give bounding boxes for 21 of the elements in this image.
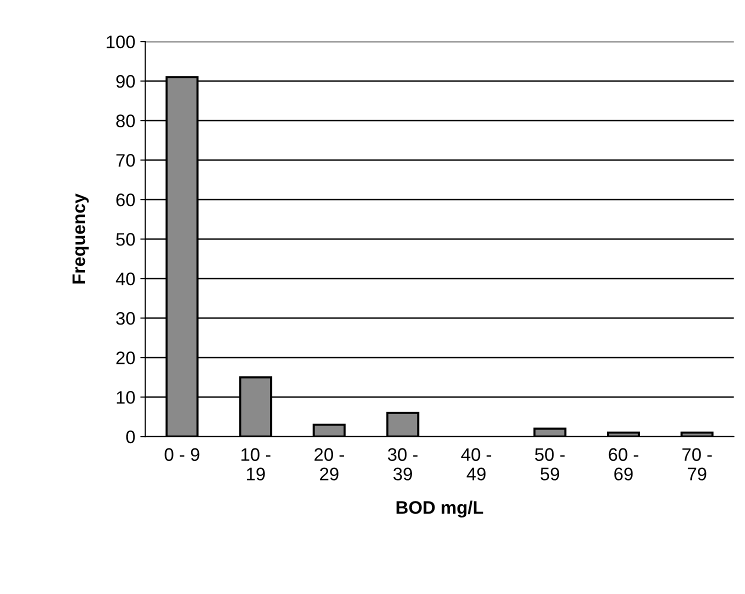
y-tick-label: 60 — [116, 194, 135, 206]
x-tick-label: 70 - 79 — [682, 448, 712, 480]
x-tick-label: 50 - 59 — [535, 448, 565, 480]
y-tick-label: 30 — [116, 312, 135, 325]
y-tick-label: 10 — [116, 391, 135, 404]
x-tick-label: 40 - 49 — [461, 448, 492, 480]
x-tick-label: 0 - 9 — [164, 448, 200, 461]
y-tick-label: 90 — [116, 75, 135, 88]
y-tick-label: 100 — [106, 36, 135, 48]
x-axis-title: BOD mg/L — [396, 500, 484, 518]
x-tick-label: 10 - 19 — [241, 448, 270, 480]
y-tick-label: 70 — [116, 154, 135, 167]
y-axis-title: Frequency — [72, 194, 89, 284]
y-tick-label: 80 — [116, 114, 135, 128]
y-tick-label: 20 — [116, 352, 135, 364]
y-tick-label: 0 — [126, 430, 135, 444]
x-tick-label: 60 - 69 — [608, 448, 638, 480]
x-tick-label: 30 - 39 — [388, 448, 418, 480]
y-tick-label: 50 — [116, 233, 135, 246]
y-tick-label: 40 — [116, 272, 135, 286]
x-tick-label: 20 - 29 — [314, 448, 344, 480]
